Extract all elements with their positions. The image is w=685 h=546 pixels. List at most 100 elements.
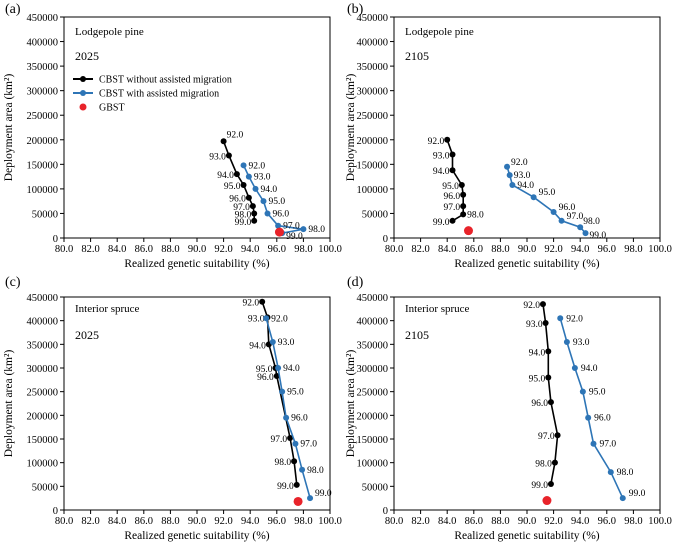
x-tick-label-d: 90.0: [518, 516, 536, 527]
data-label-c-0: 96.0: [257, 373, 274, 383]
data-label-b-1: 99.0: [590, 231, 607, 241]
data-label-a-0: 93.0: [209, 152, 226, 162]
data-label-a-1: 95.0: [269, 197, 286, 207]
chart-panel-b: (b) 0 50000 100000 150000 200000 250000 300000 3…: [342, 0, 685, 273]
data-label-a-0: 95.0: [224, 182, 241, 192]
panel-label-b: (b): [347, 2, 364, 17]
data-label-d-0: 94.0: [529, 348, 546, 358]
data-point-d-0: [547, 399, 554, 406]
y-tick-label-c: 250000: [27, 388, 59, 399]
x-tick-label-d: 86.0: [465, 516, 483, 527]
x-axis-title-a: Realized genetic suitability (%): [124, 258, 269, 270]
y-tick-label-c: 300000: [27, 364, 59, 375]
data-label-a-1: 92.0: [249, 161, 266, 171]
y-tick-label-b: 200000: [357, 136, 389, 147]
data-label-c-0: 94.0: [249, 341, 266, 351]
y-tick-label-d: 100000: [357, 459, 389, 470]
data-point-a-1: [275, 222, 282, 229]
y-tick-label-b: 450000: [357, 13, 389, 24]
data-label-c-1: 99.0: [315, 489, 332, 499]
x-axis-title-b: Realized genetic suitability (%): [454, 258, 599, 270]
data-point-a-1: [252, 185, 259, 192]
data-label-a-0: 96.0: [229, 195, 246, 205]
legend-label-a: GBST: [99, 103, 125, 114]
data-point-c-1: [283, 414, 290, 421]
data-point-b-0: [449, 167, 456, 174]
y-tick-label-c: 150000: [27, 435, 59, 446]
data-label-d-0: 98.0: [535, 460, 552, 470]
y-tick-label-a: 450000: [27, 13, 59, 24]
data-label-b-1: 93.0: [514, 171, 531, 181]
data-point-a-0: [225, 152, 232, 159]
x-tick-label-d: 80.0: [385, 516, 403, 527]
data-label-c-1: 94.0: [283, 364, 300, 374]
y-tick-label-d: 150000: [357, 435, 389, 446]
x-tick-label-a: 82.0: [81, 244, 99, 255]
data-point-d-0: [539, 301, 546, 308]
y-tick-label-a: 200000: [27, 136, 59, 147]
data-label-d-1: 97.0: [600, 440, 617, 450]
y-tick-label-a: 150000: [27, 160, 59, 171]
data-label-c-0: 93.0: [248, 314, 265, 324]
x-tick-label-c: 94.0: [241, 516, 259, 527]
data-label-d-0: 96.0: [531, 399, 548, 409]
year-label-d: 2105: [405, 328, 429, 342]
data-point-b-0: [460, 191, 467, 198]
data-point-d-1: [579, 388, 586, 395]
x-tick-label-c: 92.0: [214, 516, 232, 527]
data-point-a-0: [249, 203, 256, 210]
chart-panel-d: (d) 0 50000 100000 150000 200000 250000 300000 3…: [342, 273, 685, 546]
data-label-a-1: 96.0: [272, 209, 289, 219]
data-point-b-0: [460, 211, 467, 218]
x-tick-label-d: 88.0: [491, 516, 509, 527]
x-tick-label-c: 80.0: [55, 516, 73, 527]
data-point-b-0: [458, 181, 465, 188]
y-tick-label-d: 200000: [357, 411, 389, 422]
y-tick-label-b: 150000: [357, 160, 389, 171]
x-tick-label-b: 86.0: [465, 244, 483, 255]
y-tick-label-c: 50000: [32, 482, 58, 493]
x-tick-label-a: 94.0: [241, 244, 259, 255]
y-tick-label-b: 400000: [357, 38, 389, 49]
gbst-point-a: [274, 227, 284, 237]
y-axis-title-b: Deployment area (km²): [345, 74, 357, 182]
data-point-b-1: [550, 208, 557, 215]
data-point-a-1: [245, 173, 252, 180]
data-point-c-1: [263, 315, 270, 322]
x-tick-label-a: 86.0: [135, 244, 153, 255]
y-tick-label-a: 300000: [27, 87, 59, 98]
data-point-c-1: [292, 440, 299, 447]
species-label-d: Interior spruce: [405, 303, 470, 315]
data-label-d-0: 97.0: [538, 432, 555, 442]
data-point-c-0: [287, 435, 294, 442]
data-label-b-0: 97.0: [444, 203, 461, 213]
data-label-a-0: 97.0: [233, 203, 250, 213]
year-label-b: 2105: [405, 49, 429, 63]
x-tick-label-a: 100.0: [318, 244, 342, 255]
data-point-c-1: [275, 365, 282, 371]
data-point-b-0: [449, 217, 456, 224]
data-point-b-0: [460, 203, 467, 210]
y-tick-label-a: 0: [53, 234, 58, 245]
data-point-b-1: [530, 194, 537, 201]
data-label-d-0: 92.0: [523, 301, 540, 311]
data-point-d-1: [590, 440, 597, 447]
x-tick-label-d: 82.0: [411, 516, 429, 527]
data-point-a-1: [240, 162, 247, 169]
data-point-d-0: [547, 480, 554, 487]
y-tick-label-c: 400000: [27, 317, 59, 328]
x-tick-label-a: 98.0: [294, 244, 312, 255]
legend-swatch-marker-a: [80, 90, 86, 96]
x-tick-label-a: 80.0: [55, 244, 73, 255]
y-axis-title-c: Deployment area (km²): [3, 350, 15, 458]
panel-label-c: (c): [5, 275, 21, 290]
data-label-a-1: 93.0: [254, 173, 271, 183]
data-point-d-0: [554, 432, 561, 439]
plot-frame-b: [393, 16, 661, 239]
data-label-b-1: 97.0: [567, 212, 584, 222]
data-point-c-0: [293, 481, 300, 488]
panel-label-d: (d): [347, 275, 364, 290]
x-tick-label-d: 100.0: [648, 516, 672, 527]
x-tick-label-c: 90.0: [188, 516, 206, 527]
x-tick-label-b: 90.0: [518, 244, 536, 255]
